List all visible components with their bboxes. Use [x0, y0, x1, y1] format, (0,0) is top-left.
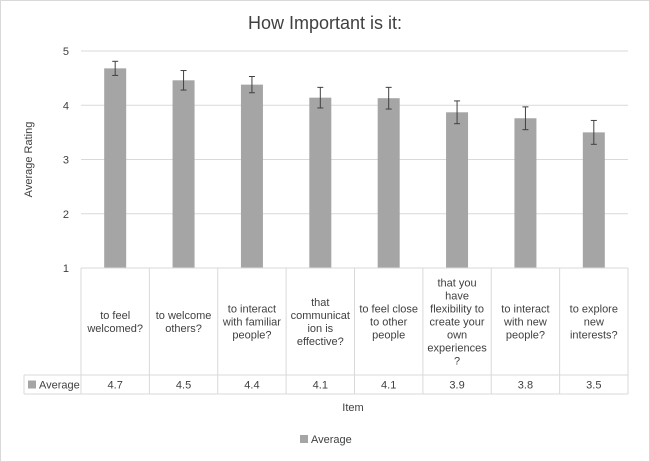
category-label: have	[445, 291, 469, 303]
table-legend-key	[28, 380, 36, 389]
category-label: to welcome	[156, 310, 212, 322]
category-label: that you	[437, 278, 476, 290]
legend-label: Average	[311, 434, 352, 446]
x-axis-title: Item	[342, 402, 363, 414]
category-label: welcomed?	[86, 323, 143, 335]
category-label: to other	[370, 317, 408, 329]
bar	[104, 68, 127, 268]
category-label: ion is	[307, 323, 333, 335]
category-label: flexibility to	[430, 304, 484, 316]
category-label: people	[372, 330, 405, 342]
y-axis-title: Average Rating	[23, 122, 35, 198]
bar	[446, 112, 469, 269]
category-label: experiences	[427, 343, 487, 355]
category-label: to feel	[100, 310, 130, 322]
category-label: people?	[506, 330, 545, 342]
category-label: others?	[165, 323, 202, 335]
category-label: interests?	[570, 330, 618, 342]
category-label: create your	[430, 317, 485, 329]
category-label: to explore	[570, 304, 618, 316]
category-label: new	[584, 317, 604, 329]
category-label: to interact	[501, 304, 549, 316]
bar	[582, 132, 605, 268]
table-value: 4.1	[381, 380, 396, 392]
category-label: ?	[454, 356, 460, 368]
bar	[172, 80, 195, 268]
category-label: communicat	[291, 310, 350, 322]
table-value: 4.4	[244, 380, 259, 392]
y-tick-label: 5	[63, 46, 69, 58]
y-tick-label: 3	[63, 155, 69, 167]
category-label: to interact	[228, 304, 276, 316]
table-value: 4.1	[313, 380, 328, 392]
table-value: 3.8	[518, 380, 533, 392]
category-label: with familiar	[222, 317, 281, 329]
y-tick-label: 4	[63, 100, 69, 112]
bar	[377, 98, 400, 268]
table-value: 3.9	[449, 380, 464, 392]
legend-key	[300, 435, 308, 443]
bar	[240, 84, 263, 268]
bar	[514, 118, 537, 269]
category-label: to feel close	[359, 304, 418, 316]
table-value: 3.5	[586, 380, 601, 392]
category-label: effective?	[297, 336, 344, 348]
chart-title: How Important is it:	[247, 13, 403, 33]
table-value: 4.5	[176, 380, 191, 392]
category-label: that	[311, 297, 329, 309]
y-tick-label: 1	[63, 263, 69, 275]
bar	[309, 97, 332, 268]
category-label: own	[447, 330, 467, 342]
table-value: 4.7	[108, 380, 123, 392]
table-series-name: Average	[39, 380, 80, 392]
category-label: people?	[232, 330, 271, 342]
y-tick-label: 2	[63, 209, 69, 221]
category-label: with new	[503, 317, 547, 329]
